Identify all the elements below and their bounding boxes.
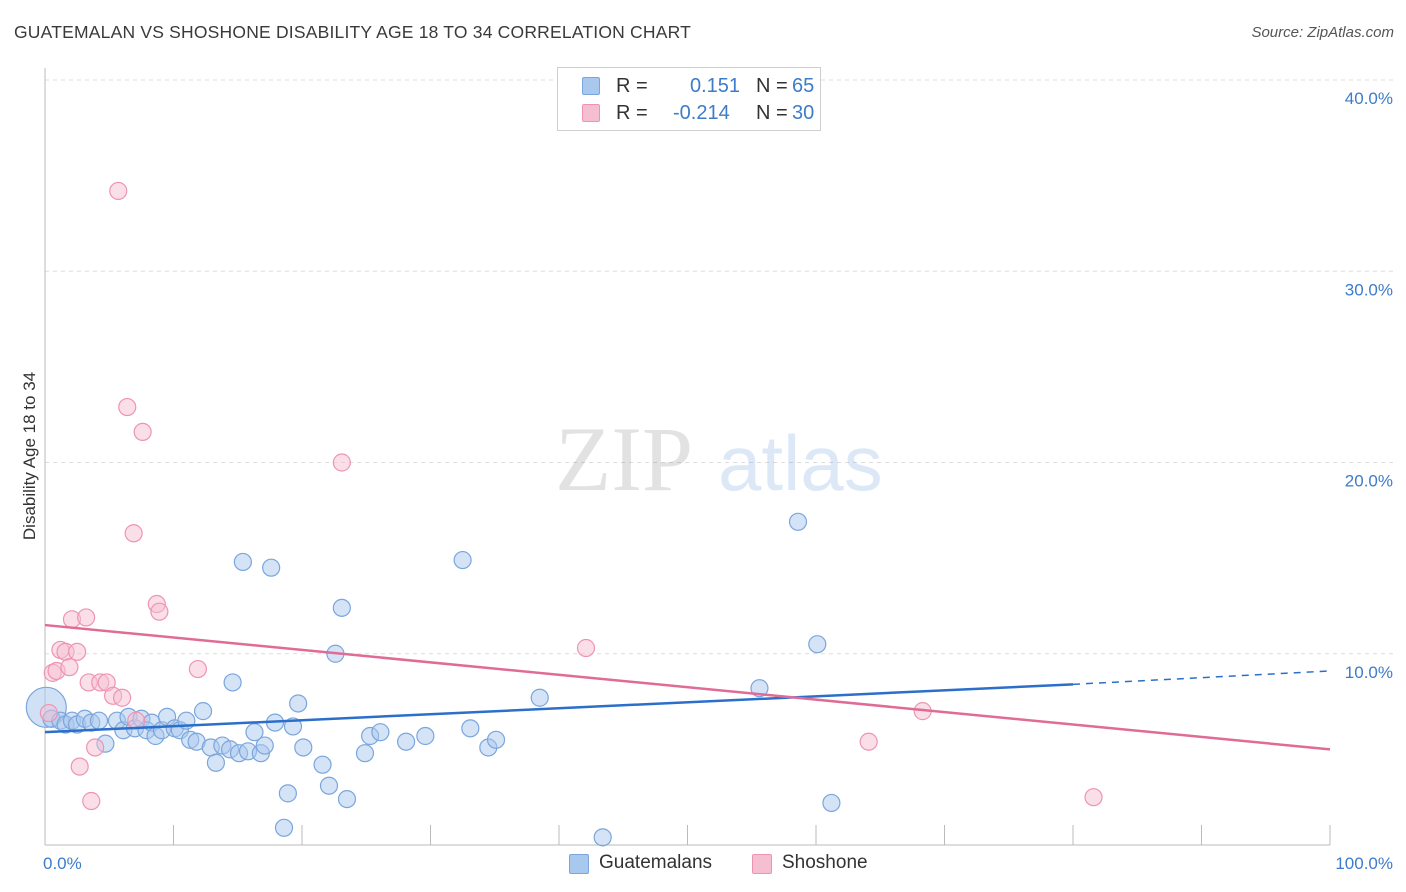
shoshone-point (1084, 788, 1103, 807)
guatemalans-point (89, 711, 109, 730)
legend-n-value: 30 (792, 102, 815, 124)
watermark: ZIP atlas (555, 408, 883, 510)
y-axis-label: Disability Age 18 to 34 (20, 372, 39, 540)
legend-r-value: -0.214 (673, 102, 730, 124)
bottom-legend-label: Shoshone (782, 852, 868, 873)
bottom-legend-swatch-pink (752, 854, 772, 874)
guatemalans-point (453, 550, 472, 570)
legend-r-value: 0.151 (690, 75, 741, 97)
shoshone-point (70, 757, 89, 776)
y-tick-label: 40.0% (1345, 89, 1393, 108)
guatemalans-trend-extension (1072, 670, 1331, 686)
series-guatemalans (25, 512, 841, 847)
legend-n-value: 65 (792, 75, 815, 97)
guatemalans-point (486, 730, 506, 749)
legend-swatch-blue (582, 77, 600, 95)
guatemalans-point (313, 755, 332, 774)
y-tick-labels: 10.0% 20.0% 30.0% 40.0% (1345, 89, 1393, 682)
guatemalans-point (530, 688, 549, 707)
guatemalans-point (337, 789, 357, 809)
watermark-atlas: atlas (718, 419, 883, 507)
guatemalans-point (371, 723, 390, 742)
shoshone-point (109, 181, 128, 201)
guatemalans-point (274, 818, 294, 837)
y-tick-label: 10.0% (1345, 663, 1393, 682)
shoshone-point (112, 688, 132, 707)
legend: R = 0.151 N = 65 R = -0.214 N = 30 (557, 67, 821, 131)
legend-r-label: R = (616, 75, 648, 97)
guatemalans-trend-line (44, 683, 1074, 734)
shoshone-point (188, 659, 208, 679)
guatemalans-point (262, 558, 281, 577)
shoshone-point (332, 453, 351, 472)
x-tick-labels: 0.0% 100.0% (43, 854, 1393, 873)
axes (44, 68, 1331, 846)
shoshone-point (576, 638, 596, 658)
legend-swatch-pink (582, 104, 600, 122)
watermark-zip: ZIP (555, 408, 693, 510)
guatemalans-point (283, 717, 303, 736)
guatemalans-point (750, 679, 769, 698)
shoshone-point (68, 642, 87, 661)
guatemalans-point (416, 726, 435, 746)
guatemalans-point (332, 598, 351, 617)
shoshone-point (150, 602, 169, 621)
guatemalans-point (206, 753, 226, 772)
guatemalans-point (396, 732, 416, 751)
shoshone-point (859, 732, 878, 751)
source-label: Source: ZipAtlas.com (1251, 24, 1394, 41)
guatemalans-point (233, 552, 252, 572)
x-tick-label: 100.0% (1335, 854, 1393, 873)
bottom-legend-label: Guatemalans (599, 852, 713, 873)
bottom-legend-swatch-blue (569, 854, 589, 874)
shoshone-point (77, 608, 96, 627)
guatemalans-point (193, 702, 213, 721)
guatemalans-point (223, 673, 242, 692)
shoshone-point (124, 524, 143, 543)
legend-r-label: R = (616, 102, 648, 124)
legend-n-label: N = (756, 102, 788, 124)
shoshone-point (60, 658, 79, 677)
guatemalans-point (355, 744, 375, 763)
guatemalans-point (788, 512, 808, 531)
guatemalans-point (319, 776, 339, 795)
legend-n-label: N = (756, 75, 788, 97)
trend-lines (44, 623, 1331, 751)
guatemalans-point (593, 828, 612, 847)
shoshone-point (86, 738, 105, 757)
shoshone-point (39, 703, 58, 723)
guatemalans-point (461, 719, 480, 738)
x-tick-label: 0.0% (43, 854, 82, 873)
shoshone-point (82, 791, 101, 811)
guatemalans-point (255, 736, 274, 755)
shoshone-point (118, 397, 137, 417)
guatemalans-point (278, 784, 297, 803)
shoshone-trend-line (44, 623, 1331, 751)
shoshone-point (133, 422, 152, 441)
y-tick-label: 30.0% (1345, 280, 1393, 299)
shoshone-point (127, 711, 146, 730)
guatemalans-point (294, 738, 313, 757)
guatemalans-point (289, 694, 308, 713)
guatemalans-point (822, 793, 841, 813)
guatemalans-point (808, 635, 827, 654)
chart-title: GUATEMALAN VS SHOSHONE DISABILITY AGE 18… (14, 22, 692, 42)
y-tick-label: 20.0% (1345, 472, 1393, 491)
